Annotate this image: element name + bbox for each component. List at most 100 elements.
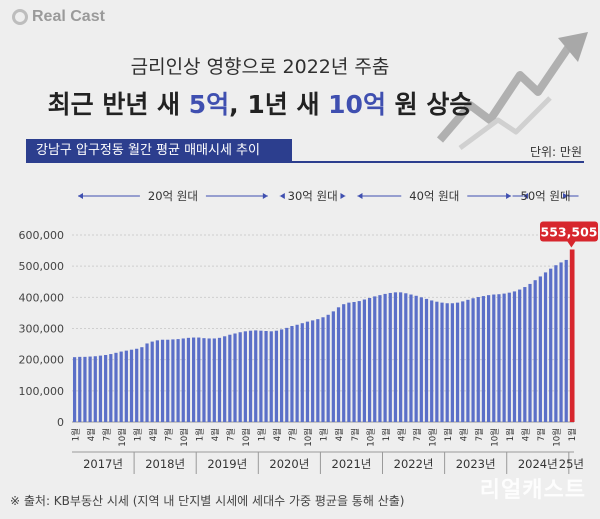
bar <box>243 331 247 422</box>
x-month-label: 1월 <box>505 428 516 441</box>
range-label: 20억 원대 <box>148 189 198 203</box>
x-month-label: 10월 <box>427 428 438 447</box>
bar <box>155 340 159 422</box>
year-label: 2019년 <box>207 457 247 471</box>
source-note: ※ 출처: KB부동산 시세 (지역 내 단지별 시세에 세대수 가중 평균을 … <box>10 494 405 508</box>
x-month-label: 10월 <box>490 428 501 447</box>
x-month-label: 1월 <box>567 428 578 441</box>
highlight-pointer-icon <box>567 241 576 248</box>
bar <box>430 300 434 422</box>
range-arrow-icon <box>279 193 285 199</box>
y-tick-label: 500,000 <box>19 260 65 273</box>
bar <box>114 352 118 422</box>
bar <box>528 283 532 422</box>
range-label: 30억 원대 <box>288 189 338 203</box>
bar <box>223 336 227 422</box>
bar <box>166 339 170 422</box>
bar <box>109 354 113 422</box>
bar <box>502 293 506 422</box>
bar <box>331 311 335 422</box>
bar <box>549 268 553 422</box>
watermark: 리얼캐스트 <box>479 478 586 503</box>
range-arrow-icon <box>78 193 83 199</box>
bar <box>492 294 496 422</box>
bar <box>419 297 423 422</box>
x-month-label: 1월 <box>319 428 330 441</box>
bar <box>481 296 486 422</box>
bar <box>274 330 279 422</box>
x-month-label: 4월 <box>521 428 532 441</box>
bar <box>373 296 377 422</box>
bar <box>523 287 527 422</box>
x-month-label: 10월 <box>179 428 190 447</box>
brand-logo: Real Cast <box>12 8 105 26</box>
x-month-label: 10월 <box>303 428 314 447</box>
bar <box>140 347 144 422</box>
range-arrow-icon <box>523 193 529 199</box>
bar <box>150 341 154 422</box>
bar <box>83 356 87 422</box>
bar <box>88 356 92 422</box>
bar <box>311 320 315 422</box>
bar <box>321 317 325 422</box>
y-tick-label: 600,000 <box>19 229 65 242</box>
bar <box>98 355 103 422</box>
bar <box>72 357 77 422</box>
bar <box>362 299 367 422</box>
chart-subtitle: 강남구 압구정동 월간 평균 매매시세 추이 <box>26 139 292 163</box>
bar <box>202 338 206 422</box>
bar <box>404 293 408 422</box>
bar <box>212 338 216 422</box>
year-label: 2024년 <box>518 457 558 471</box>
x-month-label: 10월 <box>365 428 376 447</box>
logo-mark-icon <box>12 9 28 25</box>
x-month-label: 4월 <box>86 428 97 441</box>
bar <box>181 338 185 422</box>
bar <box>279 329 284 422</box>
bar <box>305 321 310 422</box>
bar <box>238 332 242 422</box>
bar <box>145 343 149 422</box>
bar <box>554 265 558 422</box>
bar <box>559 262 563 422</box>
bar <box>336 307 341 422</box>
bar <box>269 331 273 422</box>
bar <box>347 302 351 422</box>
headline-line2: 최근 반년 새 5억, 1년 새 10억 원 상승 <box>0 85 520 121</box>
bar <box>342 304 346 422</box>
range-arrow-icon <box>340 193 346 199</box>
y-tick-label: 400,000 <box>19 291 65 304</box>
x-month-label: 4월 <box>272 428 283 441</box>
headline-highlight-1: 5억 <box>188 90 230 119</box>
bar <box>233 333 237 422</box>
bar <box>440 302 444 422</box>
unit-label: 단위: 만원 <box>529 145 582 159</box>
year-label: 2021년 <box>332 457 372 471</box>
bar <box>135 348 139 422</box>
bar <box>533 280 537 422</box>
year-label: 2023년 <box>456 457 496 471</box>
bar <box>512 291 517 422</box>
x-month-label: 10월 <box>241 428 252 447</box>
bar <box>455 302 460 422</box>
year-label: 25년 <box>559 457 584 471</box>
x-month-label: 1월 <box>381 428 392 441</box>
x-month-label: 4월 <box>148 428 159 441</box>
bar <box>435 301 439 422</box>
x-month-label: 4월 <box>334 428 345 441</box>
x-month-label: 7월 <box>101 428 112 441</box>
y-tick-label: 300,000 <box>19 323 65 336</box>
year-label: 2018년 <box>145 457 185 471</box>
range-label: 50억 원대 <box>521 189 571 203</box>
year-label: 2020년 <box>269 457 309 471</box>
bar <box>487 295 491 422</box>
bar <box>497 294 501 422</box>
bar <box>399 292 403 422</box>
x-month-label: 1월 <box>132 428 143 441</box>
x-month-label: 7월 <box>474 428 485 441</box>
bar <box>119 351 123 422</box>
headline-part-2: , 1년 새 <box>229 90 329 119</box>
headline-part-1: 최근 반년 새 <box>47 90 189 119</box>
range-arrow-icon <box>563 193 568 199</box>
range-arrow-icon <box>262 193 268 199</box>
